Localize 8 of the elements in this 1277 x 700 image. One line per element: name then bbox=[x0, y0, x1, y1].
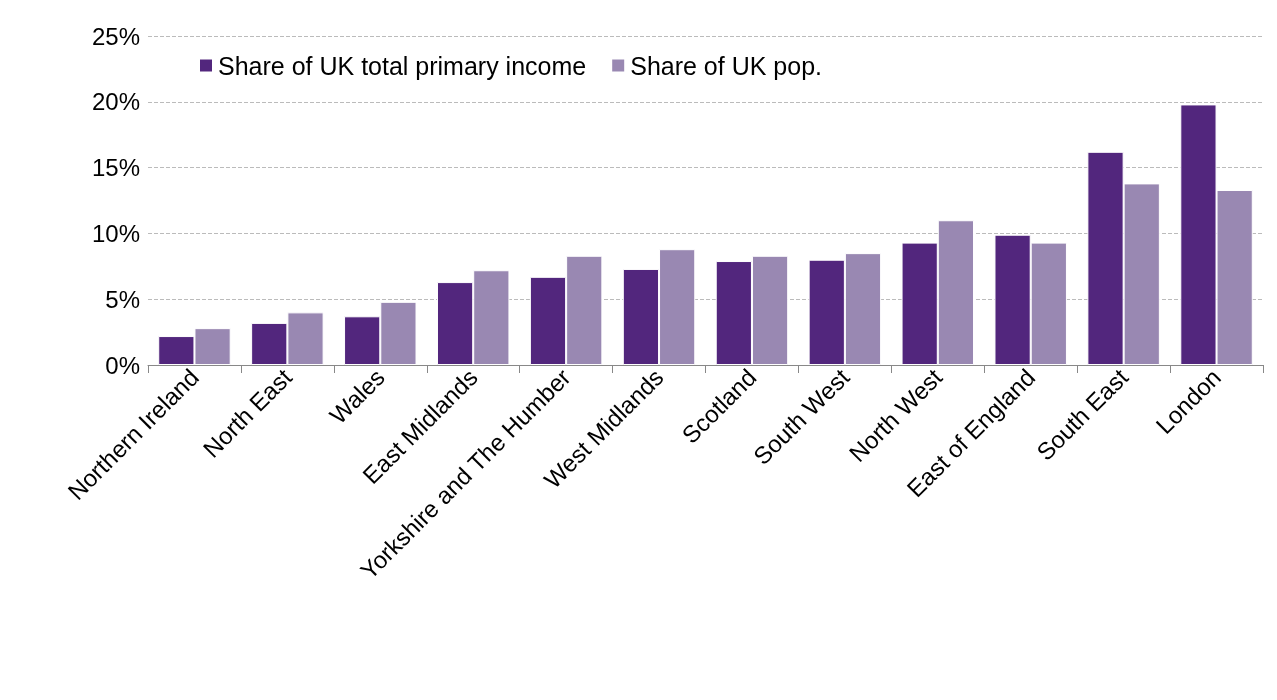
legend-label: Share of UK total primary income bbox=[218, 51, 587, 80]
y-tick-label: 5% bbox=[105, 285, 140, 313]
y-tick-label: 25% bbox=[91, 22, 140, 50]
y-tick-label: 10% bbox=[91, 219, 140, 247]
legend-label: Share of UK pop. bbox=[630, 51, 822, 80]
y-tick-label: 20% bbox=[91, 88, 140, 116]
y-tick-label: 15% bbox=[91, 154, 140, 182]
y-tick-label: 0% bbox=[105, 351, 140, 379]
